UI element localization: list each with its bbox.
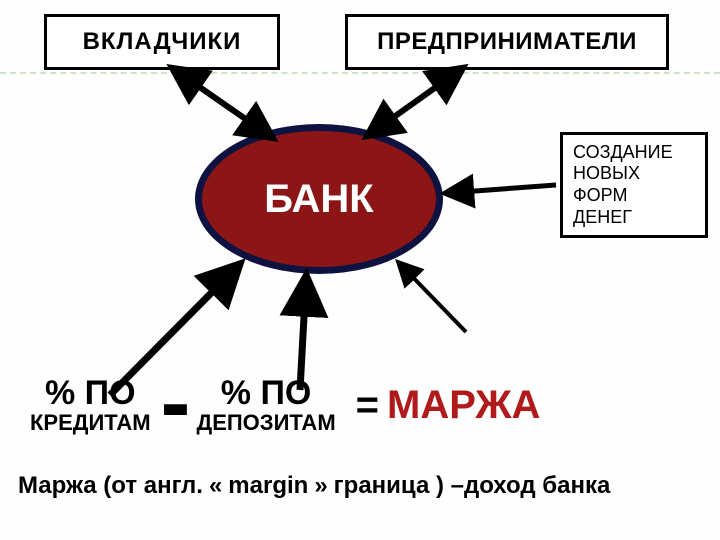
arrow bbox=[448, 185, 556, 193]
margin-formula: % ПО КРЕДИТАМ - % ПО ДЕПОЗИТАМ = МАРЖА bbox=[30, 360, 690, 450]
box-entrepreneurs: ПРЕДПРИНИМАТЕЛИ bbox=[345, 14, 669, 70]
margin-result: МАРЖА bbox=[387, 383, 540, 428]
box-depositors: ВКЛАДЧИКИ bbox=[44, 14, 280, 70]
entrepreneurs-label: ПРЕДПРИНИМАТЕЛИ bbox=[377, 28, 637, 56]
bank-ellipse: БАНК bbox=[202, 131, 436, 267]
deposit-interest-term: % ПО ДЕПОЗИТАМ bbox=[197, 376, 336, 435]
equals-sign: = bbox=[356, 383, 379, 428]
bank-node: БАНК bbox=[195, 124, 443, 274]
box-money-creation: СОЗДАНИЕ НОВЫХ ФОРМ ДЕНЕГ bbox=[560, 132, 708, 238]
depositors-label: ВКЛАДЧИКИ bbox=[83, 28, 242, 56]
arrow bbox=[400, 264, 466, 332]
credit-interest-term: % ПО КРЕДИТАМ bbox=[30, 376, 151, 435]
margin-footnote: Маржа (от англ. «margin» граница ) –дохо… bbox=[18, 472, 702, 500]
minus-sign: - bbox=[161, 381, 191, 426]
bank-label: БАНК bbox=[264, 177, 373, 222]
money-creation-text: СОЗДАНИЕ НОВЫХ ФОРМ ДЕНЕГ bbox=[573, 142, 673, 228]
top-divider bbox=[0, 72, 720, 74]
